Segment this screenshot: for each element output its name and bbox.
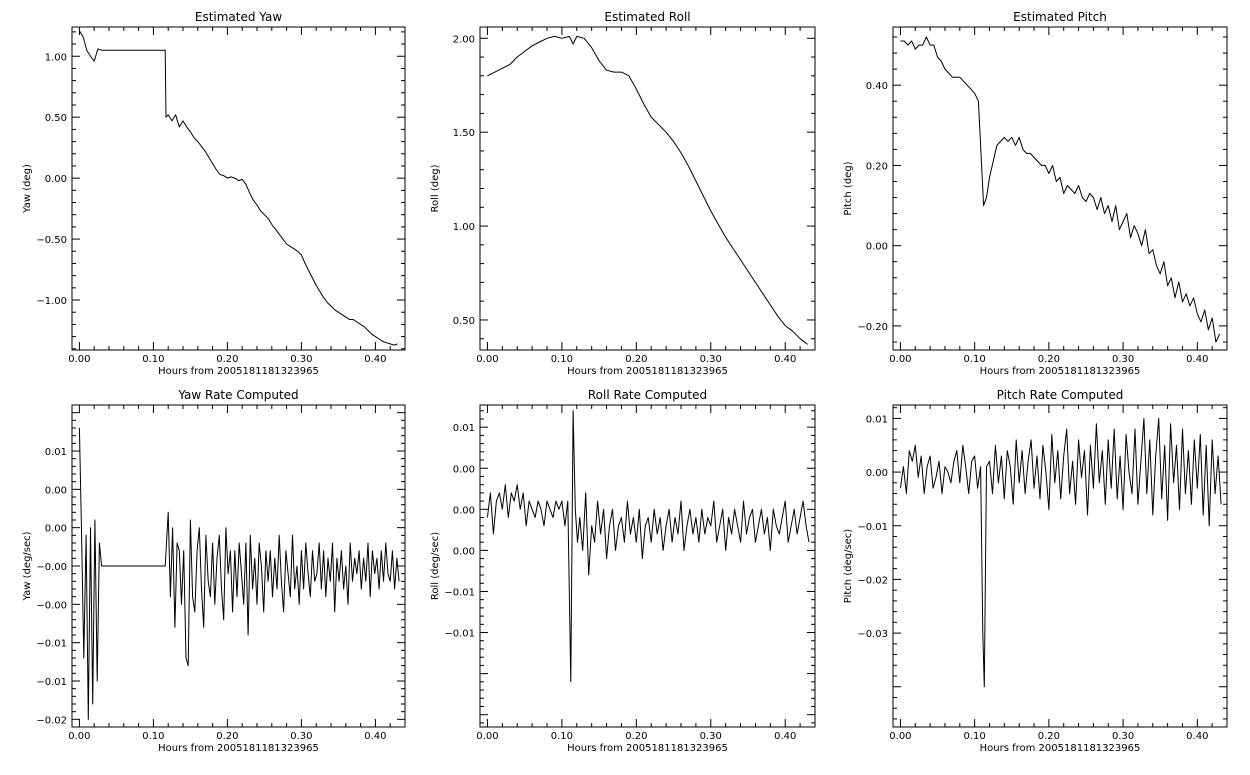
series-line-1 (78, 427, 400, 720)
x-tick-label: 0.10 (142, 354, 164, 365)
y-tick-label: 0.00 (45, 524, 67, 535)
chart-panel-1: 0.00 0.10 0.20 0.30 0.40 1.00 0.50 0.00 −0.50 −1.… (22, 10, 406, 377)
chart-panel-6: 0.00 0.10 0.20 0.30 0.40 0.01 0.00 −0.01 −0.02 −0… (843, 388, 1228, 754)
y-axis-label: Pitch (deg) (843, 161, 854, 215)
x-tick-label: 0.30 (290, 731, 312, 742)
chart-panel-3: 0.00 0.10 0.20 0.30 0.40 0.40 0.20 0.00 −0.20 Est… (843, 10, 1228, 377)
y-tick-label: 0.40 (866, 81, 888, 92)
y-tick-label: −0.02 (36, 715, 67, 726)
x-tick-label: 0.30 (1112, 354, 1134, 365)
y-tick-label: −0.20 (857, 322, 888, 333)
x-tick-label: 0.40 (364, 731, 386, 742)
y-tick-label: −0.01 (444, 587, 475, 598)
x-tick-label: 0.10 (142, 731, 164, 742)
x-tick-label: 0.40 (1186, 354, 1208, 365)
y-tick-label: −1.00 (36, 296, 67, 307)
chart-panel-4: 0.00 0.10 0.20 0.30 0.40 0.01 0.00 0.00 −0.00 −0.… (22, 388, 406, 754)
y-tick-label: 2.00 (453, 34, 475, 45)
x-axis-label: Hours from 2005181181323965 (158, 743, 319, 754)
x-tick-label: 0.10 (964, 354, 986, 365)
plot-frame (479, 404, 816, 728)
x-tick-label: 0.20 (625, 354, 647, 365)
y-tick-label: 1.50 (453, 128, 475, 139)
y-tick-label: 0.00 (866, 468, 888, 479)
chart-title: Yaw Rate Computed (177, 388, 298, 402)
x-axis-label: Hours from 2005181181323965 (980, 743, 1141, 754)
y-axis-label: Pitch (deg/sec) (843, 529, 854, 604)
y-tick-label: −0.03 (857, 629, 888, 640)
y-tick-label: −0.01 (36, 639, 67, 650)
x-tick-label: 0.20 (1038, 731, 1060, 742)
chart-panel-5: 0.00 0.10 0.20 0.30 0.40 0.01 0.00 0.00 0.00 −0.0… (430, 388, 816, 754)
y-tick-label: 0.01 (45, 447, 67, 458)
x-tick-label: 0.00 (68, 731, 90, 742)
x-tick-label: 0.10 (551, 354, 573, 365)
x-tick-label: 0.00 (476, 354, 498, 365)
chart-title: Estimated Pitch (1013, 10, 1107, 24)
y-axis-label: Yaw (deg/sec) (22, 531, 33, 601)
x-axis-label: Hours from 2005181181323965 (567, 366, 728, 377)
chart-title: Pitch Rate Computed (997, 388, 1124, 402)
y-tick-label: −0.01 (857, 522, 888, 533)
y-tick-label: −0.01 (444, 629, 475, 640)
y-tick-label: 0.00 (453, 464, 475, 475)
chart-panel-2: 0.00 0.10 0.20 0.30 0.40 2.00 1.50 1.00 0.50 Esti… (430, 10, 816, 377)
x-tick-label: 0.20 (625, 731, 647, 742)
series-line-1 (487, 35, 808, 345)
series-line-1 (900, 36, 1221, 343)
series-line-1 (486, 410, 810, 683)
chart-title: Roll Rate Computed (588, 388, 707, 402)
plot-frame (892, 26, 1228, 351)
x-tick-label: 0.20 (216, 731, 238, 742)
y-tick-label: 0.50 (45, 113, 67, 124)
y-tick-label: 0.00 (45, 174, 67, 185)
x-axis-label: Hours from 2005181181323965 (158, 366, 319, 377)
y-tick-label: 0.20 (866, 161, 888, 172)
y-tick-label: 0.01 (453, 423, 475, 434)
x-tick-label: 0.00 (68, 354, 90, 365)
y-tick-label: −0.00 (36, 600, 67, 611)
x-tick-label: 0.30 (700, 354, 722, 365)
x-tick-label: 0.00 (476, 731, 498, 742)
y-axis-label: Roll (deg/sec) (430, 532, 441, 600)
plot-frame (892, 404, 1228, 728)
x-tick-label: 0.40 (364, 354, 386, 365)
x-tick-label: 0.00 (889, 354, 911, 365)
x-tick-label: 0.30 (1112, 731, 1134, 742)
y-tick-label: 1.00 (453, 222, 475, 233)
x-tick-label: 0.40 (1186, 731, 1208, 742)
x-tick-label: 0.20 (1038, 354, 1060, 365)
y-tick-label: 0.00 (453, 546, 475, 557)
x-tick-label: 0.10 (964, 731, 986, 742)
y-tick-label: −0.02 (857, 575, 888, 586)
y-tick-label: −0.00 (36, 562, 67, 573)
y-tick-label: 0.00 (866, 242, 888, 253)
x-tick-label: 0.20 (216, 354, 238, 365)
x-tick-label: 0.40 (774, 354, 796, 365)
x-tick-label: 0.40 (774, 731, 796, 742)
x-axis-label: Hours from 2005181181323965 (567, 743, 728, 754)
y-tick-label: 0.00 (453, 505, 475, 516)
x-tick-label: 0.30 (290, 354, 312, 365)
series-line-1 (78, 30, 398, 346)
y-tick-label: 0.50 (453, 316, 475, 327)
plot-frame (71, 26, 406, 351)
y-tick-label: 0.00 (45, 485, 67, 496)
y-axis-label: Yaw (deg) (22, 164, 33, 214)
chart-title: Estimated Yaw (195, 10, 282, 24)
y-tick-label: −0.50 (36, 235, 67, 246)
chart-title: Estimated Roll (604, 10, 690, 24)
y-tick-label: 0.01 (866, 414, 888, 425)
x-tick-label: 0.30 (700, 731, 722, 742)
x-tick-label: 0.10 (551, 731, 573, 742)
y-axis-label: Roll (deg) (430, 164, 441, 212)
x-tick-label: 0.00 (889, 731, 911, 742)
plot-frame (479, 26, 816, 351)
series-line-1 (899, 417, 1222, 688)
x-axis-label: Hours from 2005181181323965 (980, 366, 1141, 377)
y-tick-label: 1.00 (45, 52, 67, 63)
y-tick-label: −0.01 (36, 677, 67, 688)
